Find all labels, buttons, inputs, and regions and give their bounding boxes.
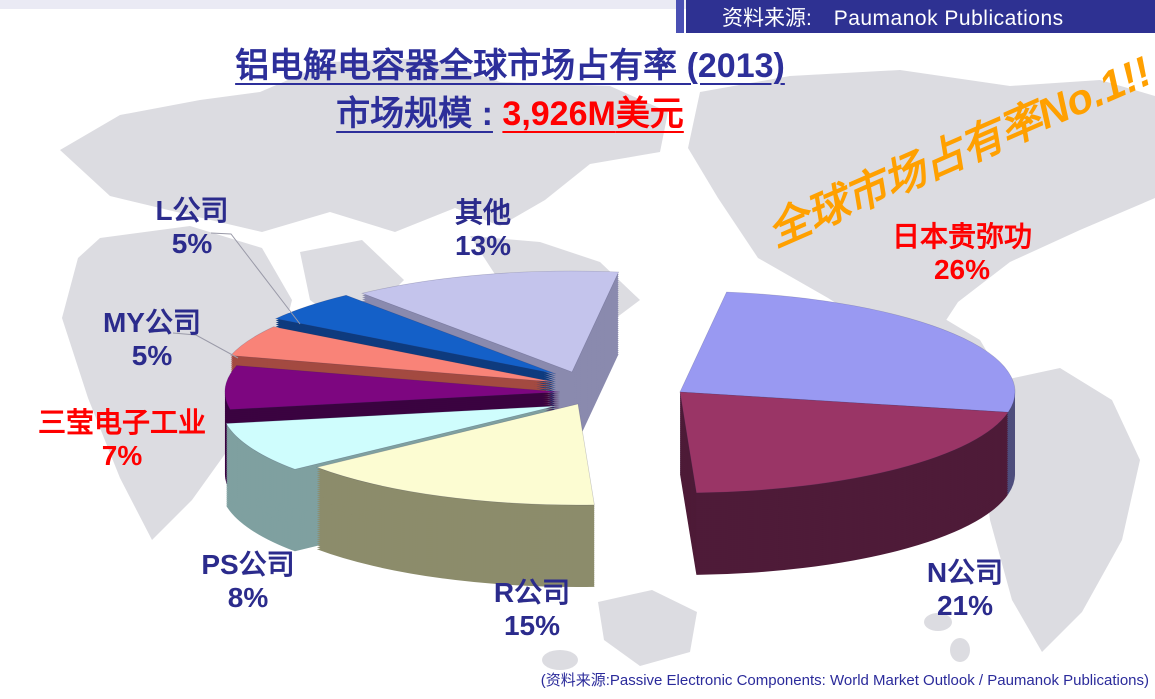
- banner-source-label: 资料来源:: [722, 6, 812, 30]
- slice-label-percent: 15%: [503, 610, 561, 641]
- slice-label-5%: L公司 5%: [62, 194, 322, 260]
- slice-label-7%: 三莹电子工业 7%: [0, 406, 252, 472]
- slice-label-name: L公司: [155, 195, 229, 226]
- slice-label-name: N公司: [926, 557, 1004, 588]
- market-size-label: 市场规模 :: [336, 95, 493, 133]
- slice-label-name: 其他: [454, 197, 511, 228]
- slice-label-name: PS公司: [201, 549, 295, 580]
- slice-label-percent: 26%: [933, 254, 991, 285]
- slice-label-percent: 5%: [171, 228, 213, 259]
- market-size-value: 3,926M: [502, 95, 616, 133]
- slice-label-name: R公司: [493, 577, 571, 608]
- title-line2: 市场规模 : 3,926M美元: [55, 90, 965, 138]
- leader-line: [172, 332, 239, 359]
- slice-label-15%: R公司 15%: [402, 576, 662, 642]
- slice-label-26%: 日本贵弥功 26%: [832, 220, 1092, 286]
- slice-label-percent: 13%: [454, 230, 512, 261]
- chart-title: 铝电解电容器全球市场占有率 (2013) 市场规模 : 3,926M美元: [55, 42, 965, 138]
- slice-label-13%: 其他 13%: [353, 196, 613, 262]
- banner-text: 资料来源: Paumanok Publications: [686, 2, 1064, 32]
- leader-line: [210, 232, 301, 325]
- slice-label-name: MY公司: [102, 307, 201, 338]
- banner-accent-stripe: [676, 0, 684, 33]
- slice-label-name: 日本贵弥功: [891, 221, 1032, 252]
- slice-label-name: 三莹电子工业: [37, 407, 206, 438]
- slice-label-5%: MY公司 5%: [22, 306, 282, 372]
- slice-label-21%: N公司 21%: [835, 556, 1095, 622]
- footer-source-text: (资料来源:Passive Electronic Components: Wor…: [540, 672, 1149, 689]
- title-line1: 铝电解电容器全球市场占有率 (2013): [235, 47, 785, 85]
- pie-slice-15%: [315, 403, 595, 588]
- slice-label-8%: PS公司 8%: [118, 548, 378, 614]
- map-arctic-strip: [0, 0, 686, 9]
- slice-label-percent: 8%: [227, 582, 269, 613]
- market-size-unit: 美元: [615, 95, 684, 133]
- source-banner: 资料来源: Paumanok Publications: [676, 0, 1155, 33]
- slice-label-percent: 5%: [131, 340, 173, 371]
- slice-label-percent: 21%: [936, 590, 994, 621]
- pie-slice-21%: [679, 391, 1009, 575]
- banner-publisher: Paumanok Publications: [833, 6, 1064, 30]
- slice-label-percent: 7%: [101, 440, 143, 471]
